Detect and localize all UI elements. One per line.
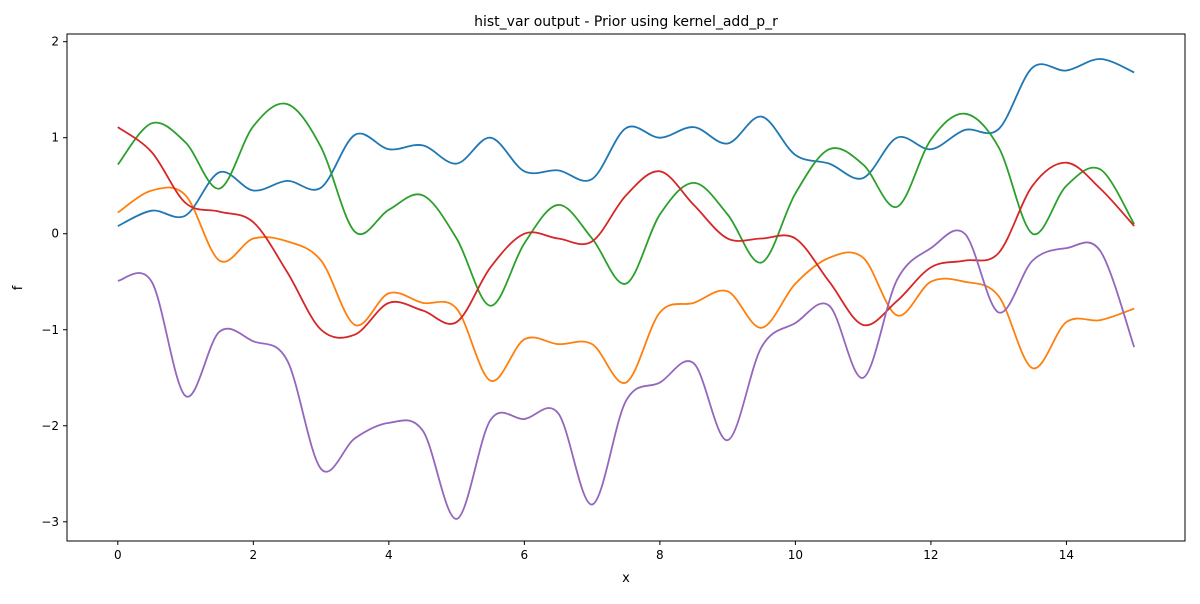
x-tick-label: 6 [521,548,529,562]
x-tick-label: 0 [114,548,122,562]
x-axis-label: x [622,571,630,586]
x-tick-label: 2 [250,548,258,562]
y-tick-label: 1 [51,131,59,145]
y-axis-ticks: 2 1 0 −1 −2 −3 [41,35,67,529]
y-tick-label: 0 [51,227,59,241]
x-tick-label: 4 [385,548,393,562]
x-tick-label: 14 [1059,548,1074,562]
y-tick-label: −2 [41,419,59,433]
series-line-4 [117,126,1135,339]
series-line-5 [117,229,1136,520]
x-tick-label: 12 [923,548,938,562]
chart-title: hist_var output - Prior using kernel_add… [474,14,778,30]
y-tick-label: −3 [41,515,59,529]
series-line-3 [117,102,1135,307]
y-tick-label: −1 [41,323,59,337]
x-tick-label: 10 [788,548,803,562]
y-axis-label: f [11,285,26,290]
series-line-1 [117,58,1135,227]
x-axis-ticks: 0 2 4 6 8 10 12 14 [114,541,1074,562]
series-line-2 [117,186,1135,384]
x-tick-label: 8 [656,548,664,562]
series-layer [117,58,1136,520]
plot-frame [66,33,1186,542]
y-tick-label: 2 [51,35,59,49]
